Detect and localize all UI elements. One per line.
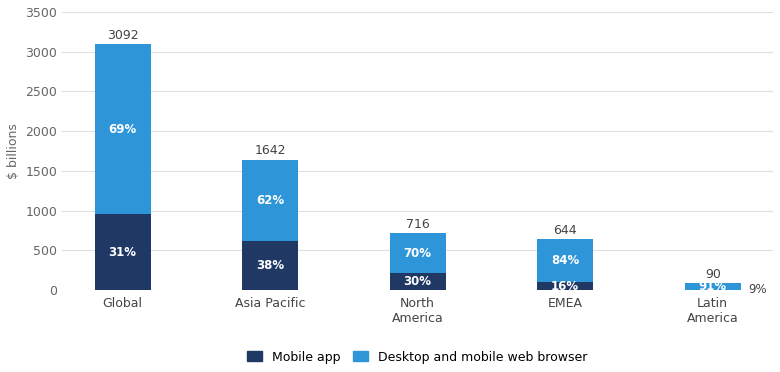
Text: 69%: 69% [108, 123, 136, 136]
Bar [242, 160, 298, 241]
Bar [685, 289, 741, 290]
Text: 38%: 38% [256, 259, 284, 272]
Text: 644: 644 [553, 224, 577, 237]
Text: 16%: 16% [551, 280, 580, 292]
Bar [537, 239, 594, 282]
Bar [685, 283, 741, 289]
Text: 70%: 70% [403, 247, 431, 260]
Text: 90: 90 [705, 267, 721, 280]
Text: 62%: 62% [256, 193, 284, 206]
Text: 91%: 91% [699, 280, 727, 293]
Bar [94, 44, 151, 214]
Legend: Mobile app, Desktop and mobile web browser: Mobile app, Desktop and mobile web brows… [243, 347, 591, 368]
Bar [94, 214, 151, 290]
Bar [390, 273, 445, 290]
Text: 1642: 1642 [254, 144, 285, 157]
Bar [537, 282, 594, 290]
Y-axis label: $ billions: $ billions [7, 123, 20, 179]
Text: 9%: 9% [748, 283, 767, 296]
Text: 31%: 31% [108, 246, 136, 259]
Bar [242, 241, 298, 290]
Text: 30%: 30% [403, 275, 431, 288]
Text: 84%: 84% [551, 254, 580, 267]
Bar [390, 233, 445, 273]
Text: 716: 716 [406, 218, 430, 231]
Text: 3092: 3092 [107, 29, 138, 42]
